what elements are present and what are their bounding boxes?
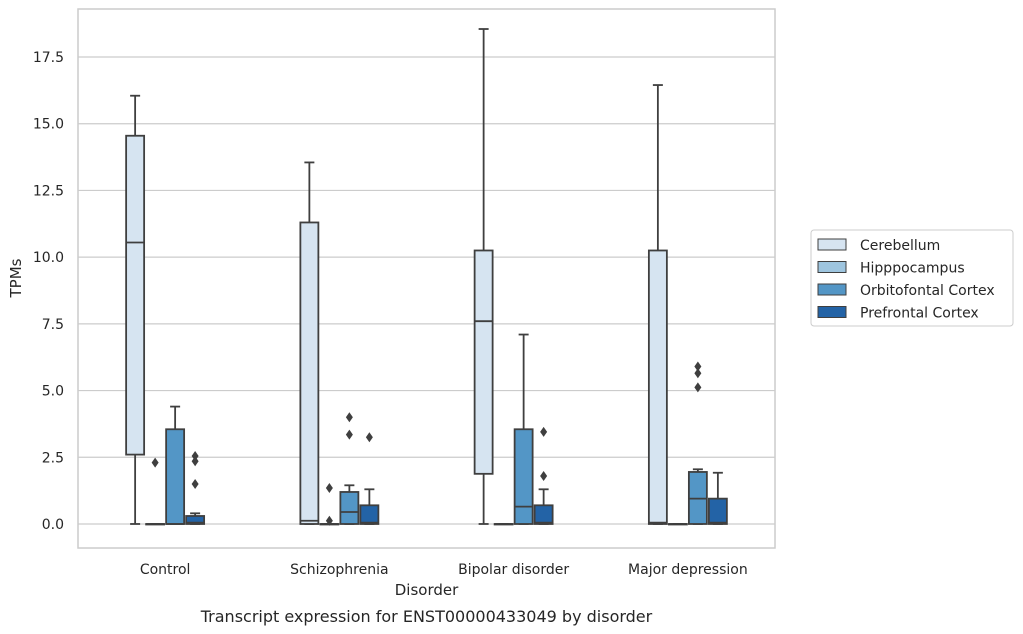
outlier-point (540, 470, 548, 481)
outlier-point (191, 478, 199, 489)
box-series (125, 28, 728, 526)
legend-swatch (817, 261, 847, 273)
outlier-point (151, 457, 159, 468)
box-iqr (185, 515, 206, 525)
box-prefrontal-cortex (359, 432, 380, 525)
box-iqr (647, 249, 668, 525)
box-orbitofontal-cortex (339, 412, 360, 525)
legend-swatch (817, 238, 847, 251)
box-iqr (473, 249, 494, 475)
y-tick-label: 10.0 (33, 250, 64, 266)
box-hipppocampus (145, 457, 166, 526)
x-tick-label: Control (140, 562, 191, 578)
outlier-point (191, 450, 199, 461)
y-tick-label: 15.0 (33, 117, 64, 133)
box-iqr (707, 497, 728, 525)
legend-label: Cerebellum (860, 238, 940, 254)
outlier-point (694, 368, 702, 379)
y-tick-label: 0.0 (42, 517, 64, 533)
x-tick-label: Bipolar disorder (458, 562, 569, 578)
box-prefrontal-cortex (185, 450, 206, 525)
box-iqr (165, 428, 186, 525)
box-orbitofontal-cortex (513, 333, 534, 525)
outlier-point (191, 456, 199, 467)
x-tick-label: Major depression (628, 562, 748, 578)
box-cerebellum (473, 28, 494, 525)
y-tick-label: 5.0 (42, 384, 64, 400)
box-hipppocampus (493, 523, 514, 526)
box-iqr (359, 504, 380, 525)
x-axis-label: Disorder (395, 581, 459, 599)
legend-frame (810, 229, 1014, 327)
box-prefrontal-cortex (533, 426, 554, 525)
legend-swatch (817, 306, 847, 318)
box-iqr (125, 134, 146, 456)
box-iqr (513, 428, 534, 525)
box-iqr (339, 491, 360, 525)
outlier-point (540, 426, 548, 437)
y-tick-label: 12.5 (33, 183, 64, 199)
legend-label: Orbitofontal Cortex (860, 283, 995, 299)
outlier-point (345, 412, 353, 423)
legend: Cerebellum Hipppocampus Orbitofontal Corte… (810, 229, 1014, 327)
box-iqr (299, 221, 320, 525)
box-cerebellum (299, 161, 320, 525)
outlier-point (694, 361, 702, 372)
x-tick-label: Schizophrenia (290, 562, 388, 578)
box-orbitofontal-cortex (687, 361, 708, 525)
box-orbitofontal-cortex (165, 405, 186, 525)
box-hipppocampus (319, 482, 340, 526)
outlier-point (345, 429, 353, 440)
outlier-point (694, 382, 702, 393)
y-tick-label: 17.5 (33, 50, 64, 66)
box-cerebellum (125, 94, 146, 525)
y-tick-labels: 0.0 2.5 5.0 7.5 10.0 12.5 15.0 17.5 (33, 50, 64, 533)
y-tick-label: 7.5 (42, 317, 64, 333)
x-tick-labels: Control Schizophrenia Bipolar disorder Majo… (140, 562, 748, 578)
y-axis-label: TPMs (7, 258, 25, 298)
box-iqr (533, 504, 554, 525)
chart-caption: Transcript expression for ENST0000043304… (200, 607, 653, 626)
box-cerebellum (647, 84, 668, 525)
legend-label: Prefrontal Cortex (860, 306, 979, 322)
outlier-point (325, 482, 333, 493)
y-tick-label: 2.5 (42, 450, 64, 466)
outlier-point (365, 432, 373, 443)
box-hipppocampus (667, 523, 688, 526)
box-prefrontal-cortex (707, 471, 728, 525)
legend-swatch (817, 283, 847, 296)
outlier-point (325, 515, 333, 526)
legend-label: Hipppocampus (860, 261, 965, 277)
